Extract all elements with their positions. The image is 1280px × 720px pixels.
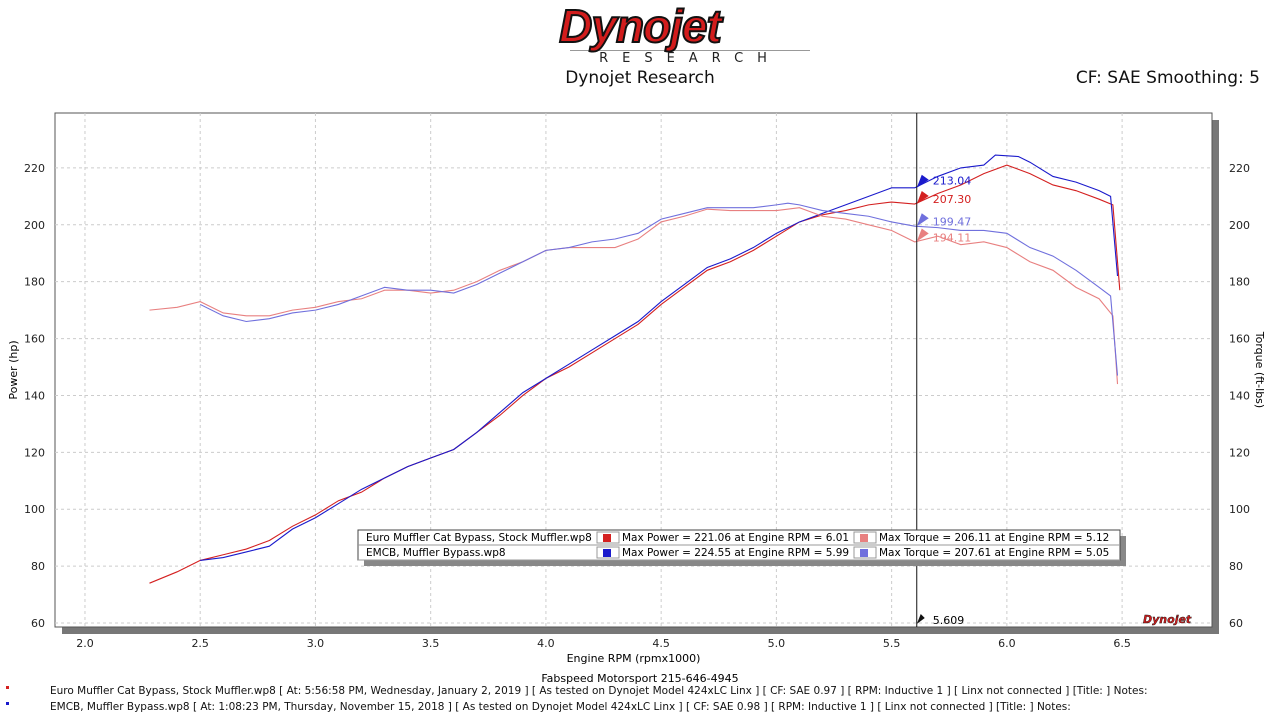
series-line-2 bbox=[149, 207, 1119, 385]
series-line-0 bbox=[149, 164, 1121, 584]
y2-tick-label: 120 bbox=[1229, 446, 1250, 459]
cursor-value-arrow-icon bbox=[916, 213, 929, 227]
cursor-value-arrow-icon bbox=[916, 228, 929, 242]
y2-axis-label: Torque (ft-lbs) bbox=[1253, 331, 1266, 408]
cursor-value-label: 207.30 bbox=[933, 193, 972, 206]
series-line-1 bbox=[200, 154, 1119, 561]
shop-info: Fabspeed Motorsport 215-646-4945 bbox=[541, 672, 739, 685]
y2-tick-label: 180 bbox=[1229, 276, 1250, 289]
y-tick-label: 160 bbox=[24, 333, 45, 346]
y2-tick-label: 200 bbox=[1229, 219, 1250, 232]
legend-torque-max: Max Torque = 206.11 at Engine RPM = 5.12 bbox=[879, 532, 1109, 544]
y-tick-label: 100 bbox=[24, 503, 45, 516]
run-info: EMCB, Muffler Bypass.wp8 [ At: 1:08:23 P… bbox=[50, 701, 1071, 713]
dyno-chart: 2.0 2.5 3.0 3.5 4.0 4.5 5.0 5.5 6.0 6.5 60 60 80 80 10… bbox=[7, 112, 1266, 665]
legend-torque-swatch bbox=[860, 534, 868, 542]
cursor-arrow-icon bbox=[916, 614, 925, 624]
legend-torque-swatch bbox=[860, 549, 868, 557]
x-tick-label: 3.0 bbox=[307, 637, 325, 650]
y-tick-label: 60 bbox=[31, 617, 45, 630]
legend-power-swatch bbox=[603, 534, 611, 542]
legend-power-max: Max Power = 224.55 at Engine RPM = 5.99 bbox=[622, 547, 849, 559]
cursor-value-label: 213.04 bbox=[933, 175, 972, 188]
y-tick-label: 220 bbox=[24, 162, 45, 175]
legend-torque-max: Max Torque = 207.61 at Engine RPM = 5.05 bbox=[879, 547, 1109, 559]
y2-tick-label: 220 bbox=[1229, 162, 1250, 175]
y2-tick-label: 160 bbox=[1229, 333, 1250, 346]
cursor-value-arrow-icon bbox=[916, 191, 929, 205]
y-tick-label: 120 bbox=[24, 446, 45, 459]
x-tick-label: 5.0 bbox=[768, 637, 786, 650]
cursor-value-label: 194.11 bbox=[933, 232, 972, 245]
cursor-value-arrow-icon bbox=[916, 174, 929, 188]
x-tick-label: 2.5 bbox=[191, 637, 209, 650]
legend-run-name: EMCB, Muffler Bypass.wp8 bbox=[366, 547, 506, 559]
x-tick-label: 5.5 bbox=[883, 637, 901, 650]
x-tick-label: 4.0 bbox=[537, 637, 555, 650]
legend-power-swatch bbox=[603, 549, 611, 557]
cursor-value-label: 199.47 bbox=[933, 215, 972, 228]
y2-tick-label: 140 bbox=[1229, 389, 1250, 402]
y2-tick-label: 100 bbox=[1229, 503, 1250, 516]
y-tick-label: 80 bbox=[31, 560, 45, 573]
y-axis-label: Power (hp) bbox=[7, 340, 20, 399]
run-info: Euro Muffler Cat Bypass, Stock Muffler.w… bbox=[50, 685, 1148, 697]
x-axis-label: Engine RPM (rpmx1000) bbox=[567, 652, 701, 665]
x-tick-label: 3.5 bbox=[422, 637, 440, 650]
x-tick-label: 6.5 bbox=[1113, 637, 1131, 650]
y-tick-label: 200 bbox=[24, 219, 45, 232]
dynojet-logo: Dynojet RESEARCH bbox=[470, 0, 810, 66]
legend-power-max: Max Power = 221.06 at Engine RPM = 6.01 bbox=[622, 532, 849, 544]
run-color-dot bbox=[6, 702, 9, 705]
series-line-3 bbox=[199, 202, 1119, 376]
correction-factor: CF: SAE Smoothing: 5 bbox=[1075, 68, 1260, 88]
x-tick-label: 6.0 bbox=[998, 637, 1016, 650]
run-color-dot bbox=[6, 686, 9, 689]
legend-run-name: Euro Muffler Cat Bypass, Stock Muffler.w… bbox=[366, 532, 592, 544]
y2-tick-label: 60 bbox=[1229, 617, 1243, 630]
cursor-rpm-label: 5.609 bbox=[933, 614, 965, 627]
x-tick-label: 4.5 bbox=[652, 637, 670, 650]
logo-subtext: RESEARCH bbox=[570, 50, 810, 66]
y2-tick-label: 80 bbox=[1229, 560, 1243, 573]
y-tick-label: 180 bbox=[24, 276, 45, 289]
logo-text: Dynojet bbox=[558, 0, 723, 52]
y-tick-label: 140 bbox=[24, 389, 45, 402]
chart-title: Dynojet Research bbox=[565, 68, 715, 88]
watermark-logo: Dynojet bbox=[1143, 613, 1192, 626]
x-tick-label: 2.0 bbox=[76, 637, 94, 650]
